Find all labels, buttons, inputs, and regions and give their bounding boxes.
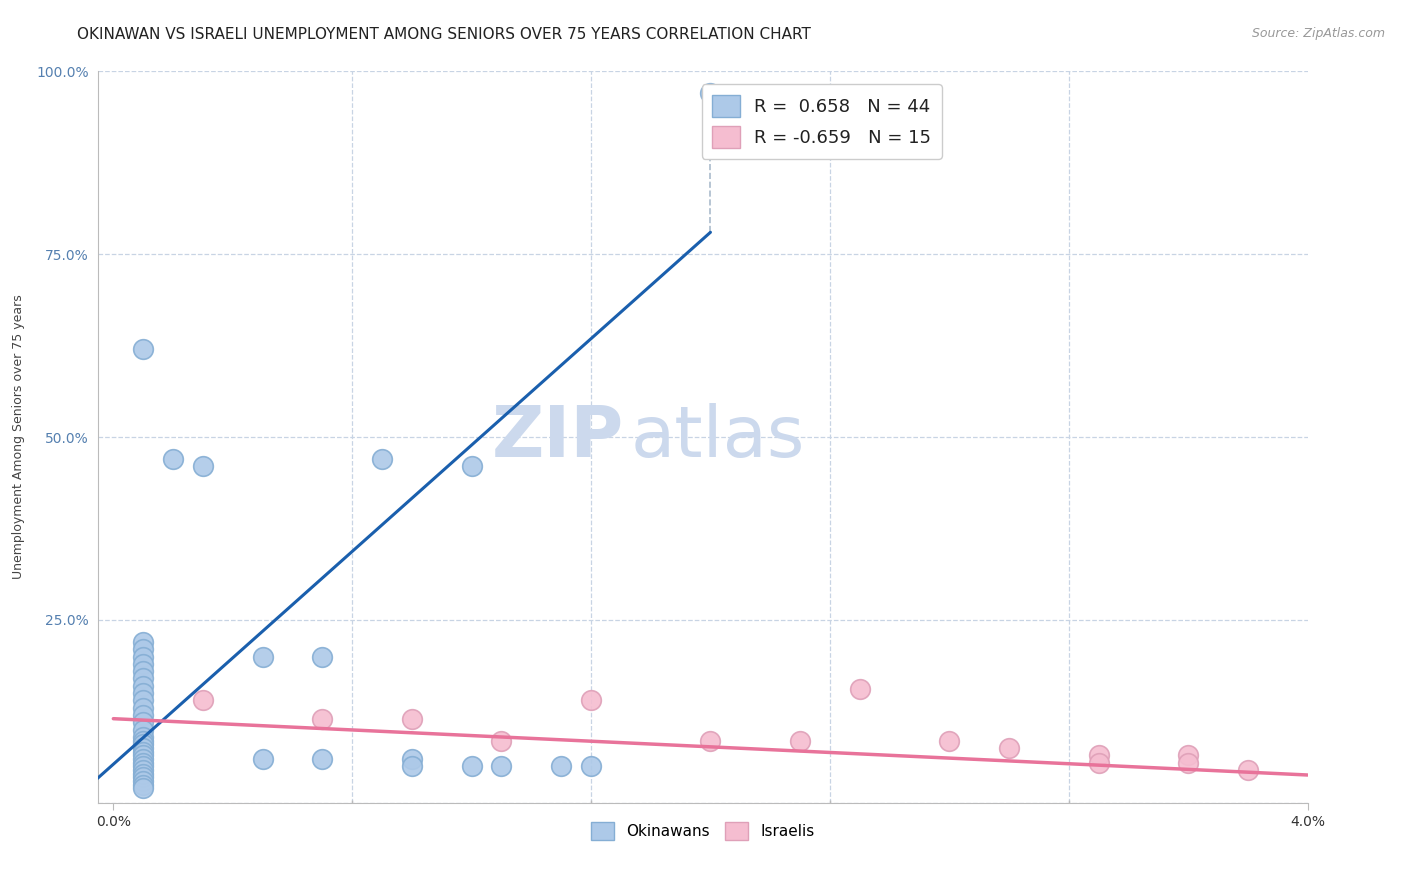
Point	[132, 766, 155, 780]
Point	[401, 712, 423, 726]
Point	[311, 752, 333, 766]
Point	[132, 649, 155, 664]
Point	[1237, 763, 1260, 777]
Point	[132, 737, 155, 751]
Point	[132, 733, 155, 747]
Point	[491, 759, 513, 773]
Point	[132, 778, 155, 792]
Point	[401, 759, 423, 773]
Point	[132, 686, 155, 700]
Point	[252, 752, 274, 766]
Point	[699, 87, 721, 101]
Point	[311, 649, 333, 664]
Point	[998, 740, 1021, 755]
Point	[132, 635, 155, 649]
Point	[550, 759, 572, 773]
Point	[938, 733, 960, 747]
Point	[132, 759, 155, 773]
Point	[579, 693, 602, 707]
Point	[132, 740, 155, 755]
Point	[579, 759, 602, 773]
Point	[132, 763, 155, 777]
Point	[1177, 756, 1199, 770]
Point	[132, 748, 155, 763]
Point	[132, 672, 155, 686]
Point	[371, 452, 394, 467]
Point	[132, 708, 155, 723]
Y-axis label: Unemployment Among Seniors over 75 years: Unemployment Among Seniors over 75 years	[13, 294, 25, 580]
Text: OKINAWAN VS ISRAELI UNEMPLOYMENT AMONG SENIORS OVER 75 YEARS CORRELATION CHART: OKINAWAN VS ISRAELI UNEMPLOYMENT AMONG S…	[77, 27, 811, 42]
Point	[699, 733, 721, 747]
Point	[132, 700, 155, 714]
Point	[1087, 756, 1109, 770]
Text: ZIP: ZIP	[492, 402, 624, 472]
Point	[132, 343, 155, 357]
Point	[132, 730, 155, 744]
Text: Source: ZipAtlas.com: Source: ZipAtlas.com	[1251, 27, 1385, 40]
Point	[162, 452, 184, 467]
Text: atlas: atlas	[630, 402, 804, 472]
Point	[191, 459, 214, 474]
Point	[132, 693, 155, 707]
Point	[191, 693, 214, 707]
Point	[132, 723, 155, 737]
Point	[132, 745, 155, 759]
Point	[460, 759, 482, 773]
Point	[491, 733, 513, 747]
Point	[1087, 748, 1109, 763]
Point	[848, 682, 870, 697]
Point	[401, 752, 423, 766]
Point	[132, 770, 155, 784]
Point	[1177, 748, 1199, 763]
Point	[132, 773, 155, 788]
Point	[132, 642, 155, 657]
Point	[132, 715, 155, 730]
Point	[132, 657, 155, 671]
Point	[132, 781, 155, 796]
Point	[460, 459, 482, 474]
Point	[789, 733, 811, 747]
Point	[132, 664, 155, 678]
Point	[252, 649, 274, 664]
Legend: Okinawans, Israelis: Okinawans, Israelis	[585, 815, 821, 847]
Point	[132, 756, 155, 770]
Point	[311, 712, 333, 726]
Point	[132, 752, 155, 766]
Point	[132, 679, 155, 693]
